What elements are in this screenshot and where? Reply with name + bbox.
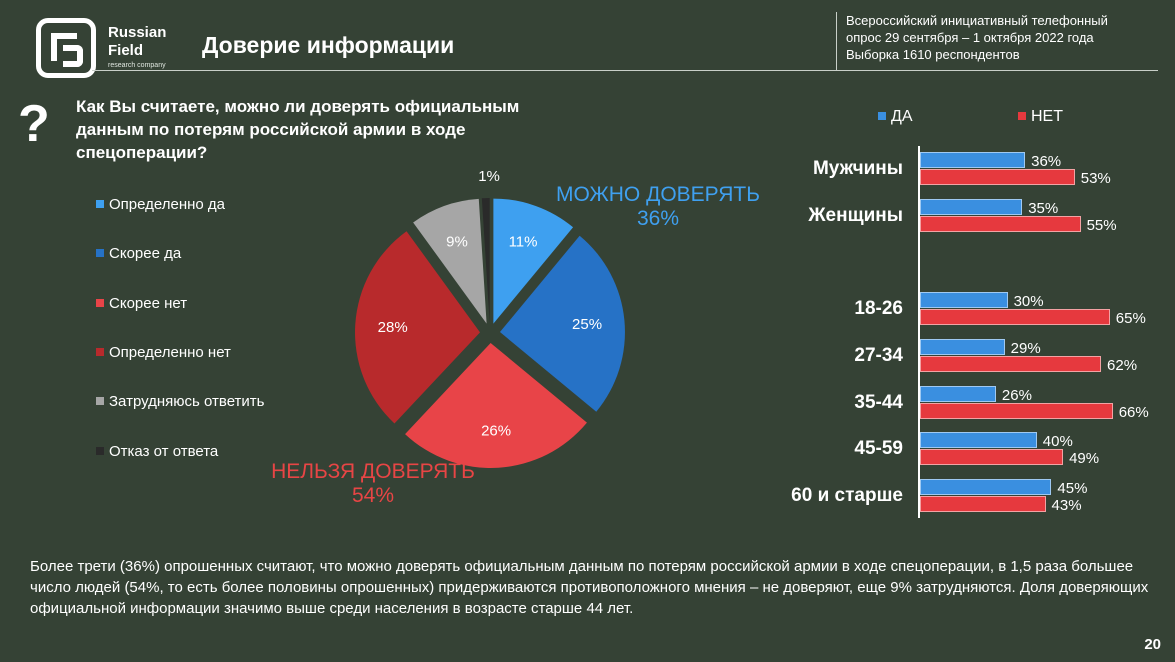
- bar-legend-da-label: ДА: [891, 108, 913, 125]
- page-title: Доверие информации: [202, 32, 455, 58]
- pie-data-label: 11%: [509, 233, 538, 250]
- header-vertical-divider: [836, 12, 837, 70]
- pie-legend-swatch: [96, 446, 104, 455]
- pie-slice-refusal: [481, 198, 490, 324]
- bar-category-label: Мужчины: [812, 158, 903, 179]
- pie-slice-hard-to-say: [413, 198, 487, 324]
- pie-legend-swatch: [96, 347, 104, 356]
- bar-value-label: 40%: [1042, 433, 1073, 450]
- trust-callout-label: МОЖНО ДОВЕРЯТЬ: [556, 183, 760, 206]
- bar-legend-da: ДА: [878, 108, 913, 126]
- pie-data-label: 1%: [478, 168, 500, 185]
- russian-field-logo-icon: [36, 18, 96, 78]
- trust-callout: МОЖНО ДОВЕРЯТЬ 36%: [548, 183, 768, 231]
- bar-net: [920, 496, 1046, 512]
- survey-info-line1: Всероссийский инициативный телефонный: [846, 13, 1108, 28]
- pie-data-label: 25%: [572, 316, 602, 333]
- pie-legend-label: Скорее нет: [109, 294, 188, 312]
- pie-data-label: 26%: [481, 422, 511, 439]
- bar-value-label: 55%: [1086, 217, 1117, 234]
- bar-value-label: 53%: [1080, 170, 1111, 187]
- bar-value-label: 35%: [1028, 200, 1059, 217]
- pie-slice-rather-no: [405, 342, 587, 468]
- pie-legend-label: Определенно нет: [109, 343, 231, 361]
- bar-value-label: 45%: [1057, 480, 1088, 497]
- bar-value-label: 65%: [1115, 310, 1146, 327]
- brand-line2: Field: [108, 42, 144, 59]
- pie-legend-label: Скорее да: [109, 245, 182, 263]
- bar-da: [920, 152, 1026, 168]
- trust-callout-value: 36%: [636, 207, 680, 230]
- bar-da: [920, 386, 996, 402]
- bar-value-label: 29%: [1010, 340, 1041, 357]
- distrust-callout-label: НЕЛЬЗЯ ДОВЕРЯТЬ: [271, 460, 475, 483]
- bar-value-label: 43%: [1051, 497, 1082, 514]
- bar-net: [920, 403, 1113, 419]
- bar-legend-net-swatch: [1018, 112, 1026, 120]
- pie-slice-definitely-no: [355, 231, 481, 424]
- bar-category-label: 35-44: [854, 392, 903, 413]
- bar-da: [920, 432, 1037, 448]
- bar-da: [920, 479, 1052, 495]
- bar-net: [920, 169, 1075, 185]
- bar-net: [920, 309, 1110, 325]
- bar-da: [920, 292, 1008, 308]
- pie-legend-label: Затрудняюсь ответить: [109, 393, 265, 411]
- pie-data-label: 28%: [378, 319, 408, 336]
- survey-info-line2: опрос 29 сентября – 1 октября 2022 года: [846, 30, 1094, 45]
- bar-value-label: 49%: [1069, 450, 1100, 467]
- bar-value-label: 36%: [1031, 153, 1062, 170]
- bar-da: [920, 199, 1023, 215]
- pie-data-label: 9%: [446, 233, 468, 250]
- survey-info-line3: Выборка 1610 респондентов: [846, 47, 1020, 62]
- pie-legend-label: Определенно да: [109, 196, 226, 213]
- bar-net: [920, 356, 1102, 372]
- bar-legend-net: НЕТ: [1018, 108, 1063, 126]
- distrust-callout-value: 54%: [351, 484, 395, 507]
- bar-chart-axis: [918, 146, 920, 518]
- pie-legend-swatch: [96, 298, 104, 307]
- bar-category-label: Женщины: [808, 205, 903, 226]
- page-number: 20: [1144, 636, 1161, 653]
- bar-value-label: 62%: [1107, 357, 1138, 374]
- bar-value-label: 26%: [1001, 387, 1032, 404]
- bar-value-label: 66%: [1118, 404, 1149, 421]
- bar-category-label: 45-59: [854, 438, 903, 459]
- pie-slice-rather-yes: [499, 235, 625, 412]
- bar-net: [920, 449, 1064, 465]
- pie-legend-swatch: [96, 397, 104, 406]
- bar-category-label: 60 и старше: [791, 485, 903, 506]
- brand-name: Russian Field: [108, 24, 166, 60]
- bar-net: [920, 216, 1081, 232]
- pie-legend-swatch: [96, 249, 104, 258]
- header-divider: [92, 70, 1158, 71]
- bar-legend-da-swatch: [878, 112, 886, 120]
- pie-legend-swatch: [96, 200, 104, 208]
- distrust-callout: НЕЛЬЗЯ ДОВЕРЯТЬ 54%: [258, 460, 488, 508]
- question-text: Как Вы считаете, можно ли доверять офици…: [76, 97, 520, 162]
- bar-category-label: 18-26: [854, 298, 903, 319]
- bar-da: [920, 339, 1005, 355]
- bar-value-label: 30%: [1013, 293, 1044, 310]
- pie-slice-definitely-yes: [493, 198, 574, 324]
- summary-text: Более трети (36%) опрошенных считают, чт…: [30, 558, 1149, 617]
- pie-legend-label: Отказ от ответа: [109, 442, 219, 460]
- survey-info: Всероссийский инициативный телефонный оп…: [846, 12, 1108, 63]
- brand-line1: Russian: [108, 24, 167, 41]
- bar-category-label: 27-34: [854, 345, 903, 366]
- bar-legend-net-label: НЕТ: [1031, 108, 1063, 125]
- question-mark-icon: ?: [18, 95, 50, 153]
- brand-subtitle: research company: [108, 62, 166, 69]
